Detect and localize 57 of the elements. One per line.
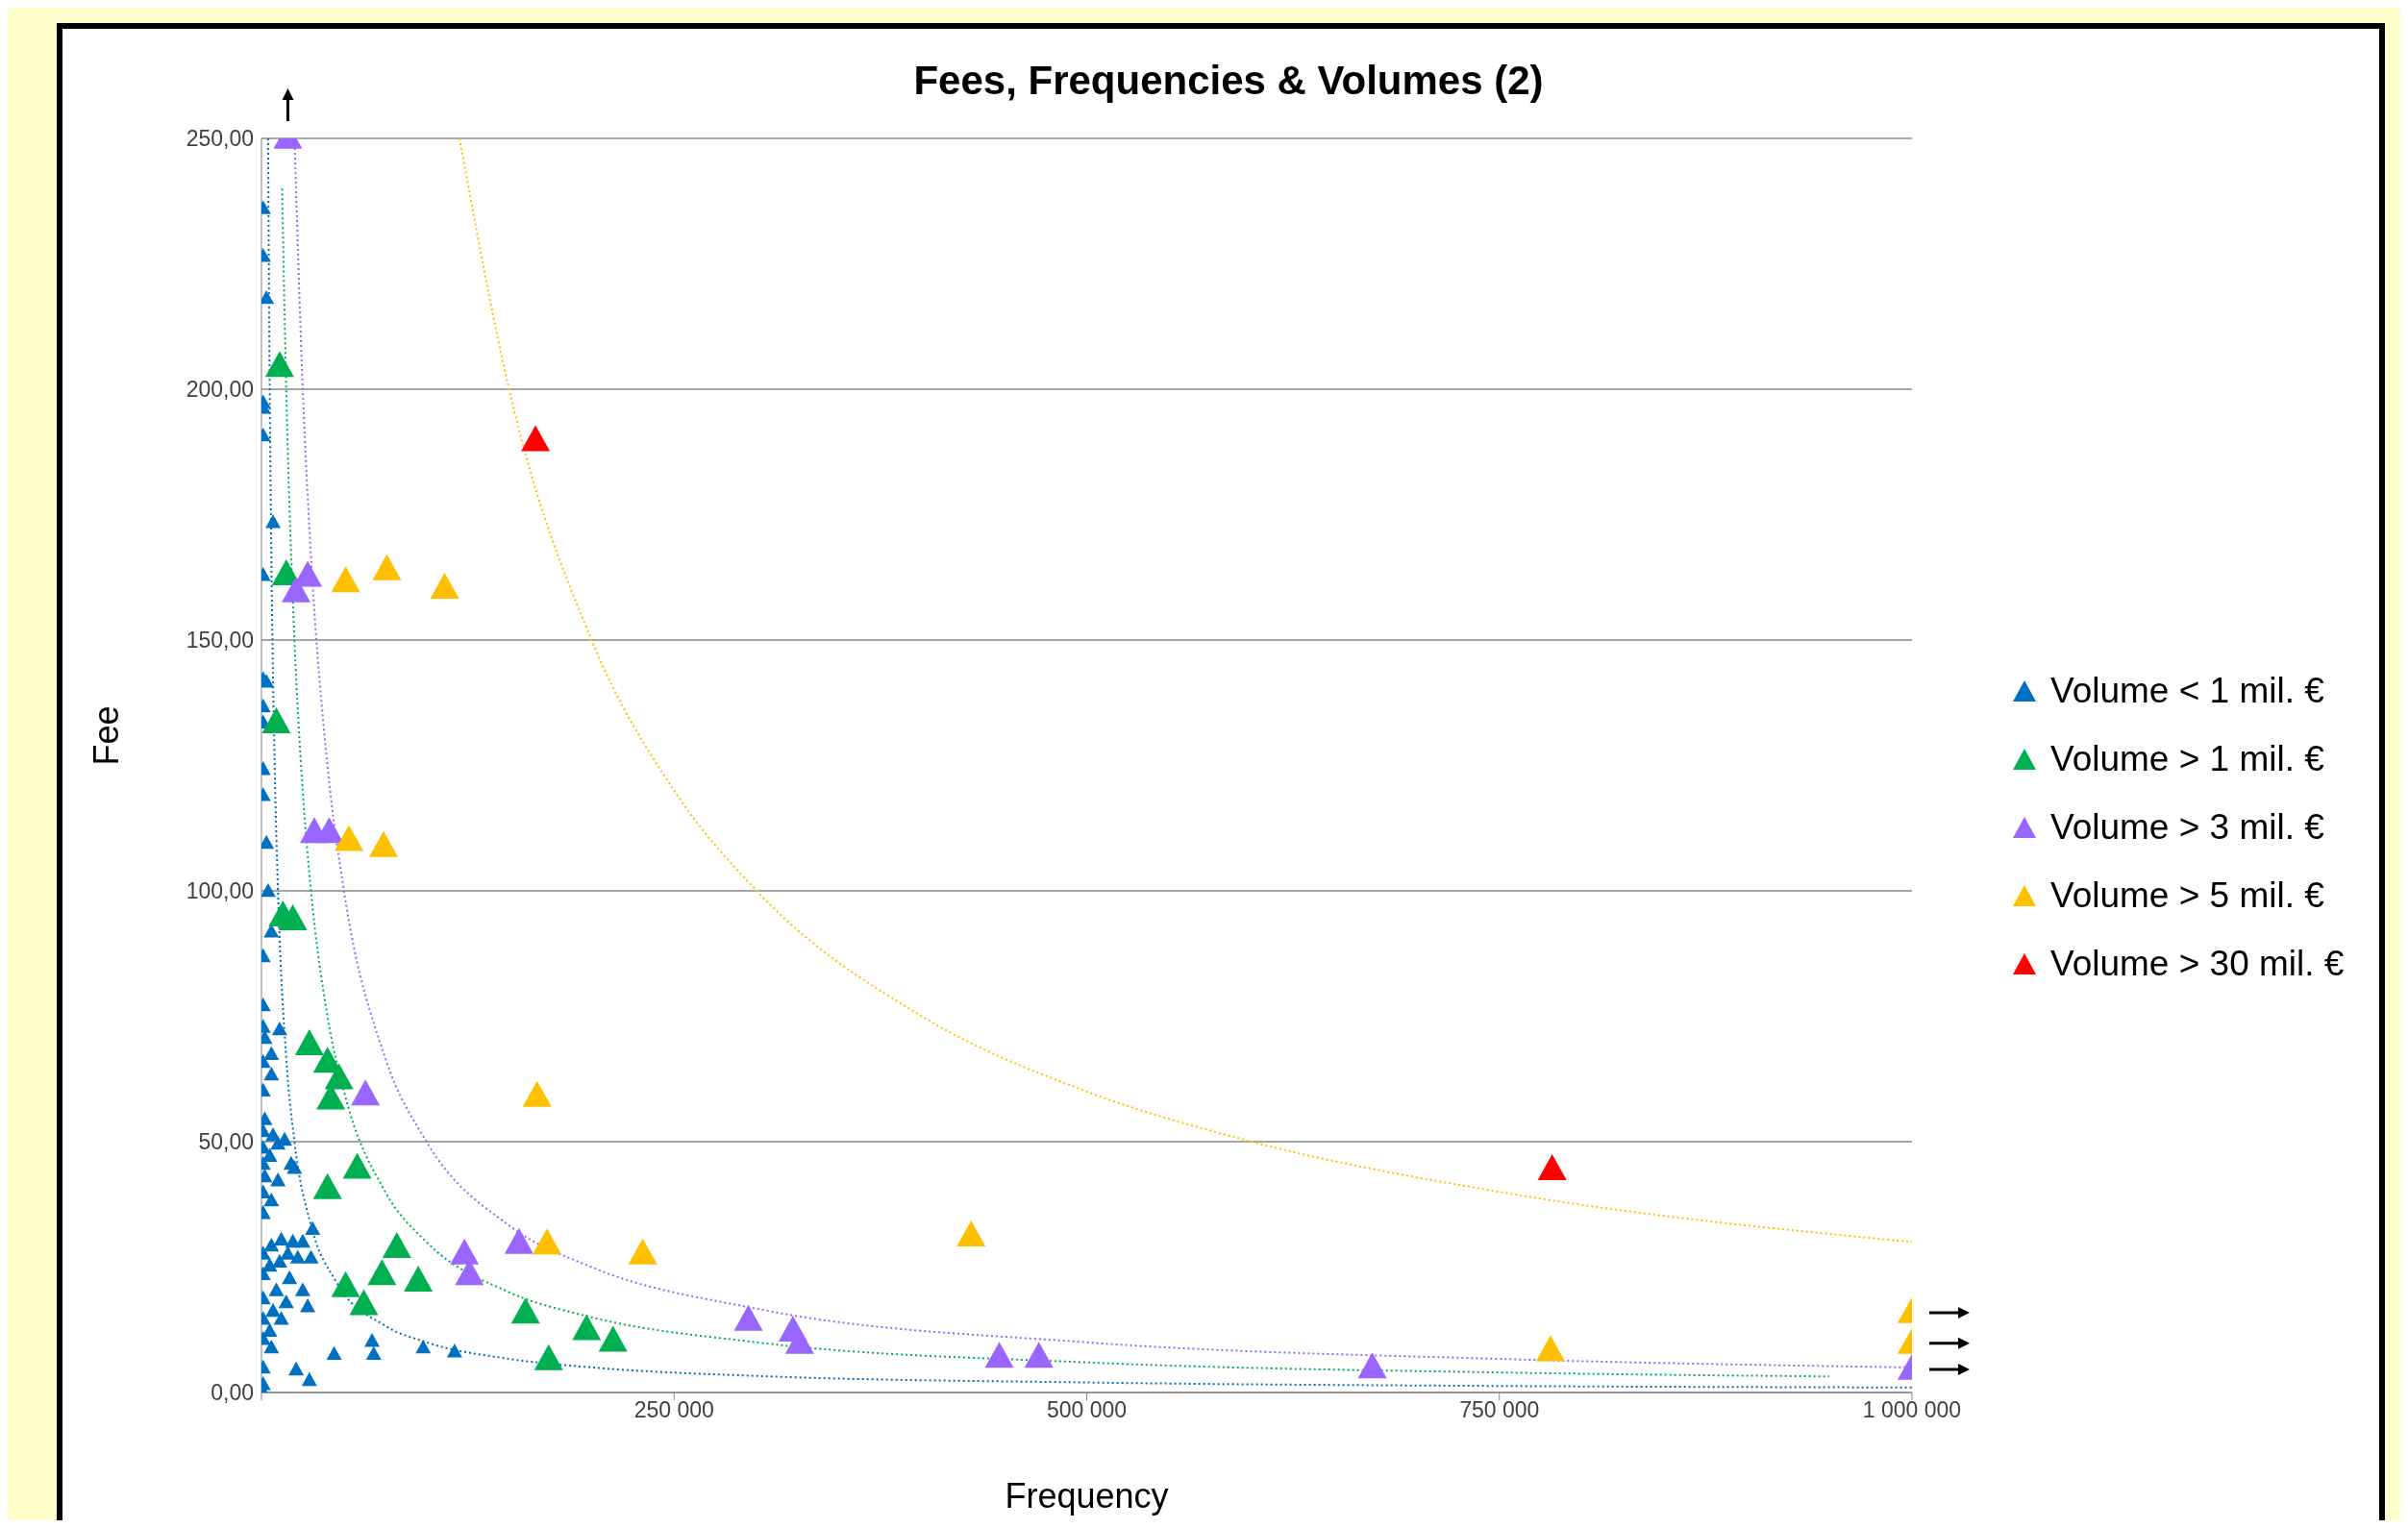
point (264, 351, 294, 378)
point (312, 1172, 342, 1199)
point (324, 1063, 354, 1090)
x-tick-label: 500 000 (1046, 1397, 1128, 1423)
point (282, 576, 311, 603)
point (382, 1231, 411, 1258)
x-tick-label: 1 000 000 (1862, 1397, 1962, 1423)
x-axis-title: Frequency (1005, 1476, 1169, 1516)
point (331, 1270, 360, 1297)
point (628, 1238, 658, 1265)
point (504, 1227, 534, 1254)
point (367, 1259, 397, 1286)
x-tick-label: 750 000 (1459, 1397, 1540, 1423)
point (331, 566, 360, 593)
point (1357, 1352, 1387, 1379)
point (261, 706, 291, 733)
point (369, 830, 399, 857)
legend-label: Volume < 1 mil. € (2050, 670, 2324, 711)
point (1537, 1154, 1567, 1181)
point (278, 904, 308, 931)
point (430, 573, 459, 600)
point (404, 1265, 434, 1292)
point (294, 1029, 324, 1056)
x-tick-label: 250 000 (633, 1397, 714, 1423)
legend-label: Volume > 3 mil. € (2050, 806, 2324, 848)
point (533, 1228, 562, 1255)
legend-label: Volume > 5 mil. € (2050, 875, 2324, 916)
point (510, 1297, 540, 1324)
point (784, 1327, 814, 1354)
y-tick-label: 0,00 (211, 1380, 254, 1406)
point (956, 1220, 986, 1246)
point (521, 425, 551, 452)
point (349, 1289, 379, 1316)
legend-label: Volume > 30 mil. € (2050, 943, 2345, 984)
point (598, 1325, 628, 1352)
point (335, 825, 363, 851)
point (372, 554, 402, 580)
point (572, 1314, 602, 1341)
point (1024, 1342, 1054, 1368)
y-tick-label: 50,00 (198, 1129, 254, 1155)
y-tick-label: 250,00 (186, 126, 254, 152)
line-series (459, 138, 1912, 1244)
point (733, 1304, 763, 1331)
chart-title: Fees, Frequencies & Volumes (2) (912, 58, 1545, 104)
point (342, 1152, 372, 1179)
point (351, 1079, 381, 1106)
y-tick-label: 150,00 (186, 628, 254, 653)
legend-label: Volume > 1 mil. € (2050, 738, 2324, 779)
point (984, 1342, 1014, 1368)
y-tick-label: 200,00 (186, 377, 254, 403)
point (450, 1238, 480, 1265)
point (522, 1080, 552, 1107)
point (534, 1343, 563, 1370)
point (314, 817, 344, 844)
y-axis-title: Fee (86, 705, 126, 766)
point (1535, 1335, 1565, 1362)
y-tick-label: 100,00 (186, 878, 254, 904)
